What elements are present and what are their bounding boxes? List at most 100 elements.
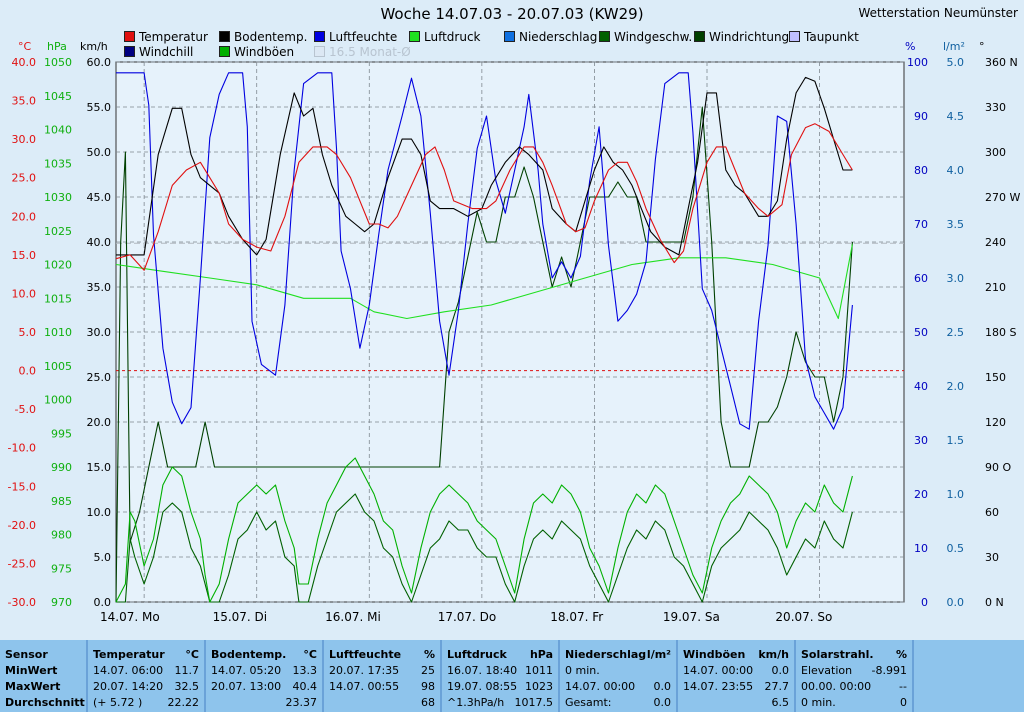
x-tick-label: 15.07. Di	[213, 610, 268, 624]
wind-tick-label: 40.0	[87, 236, 112, 249]
wind-tick-label: 60.0	[87, 56, 112, 69]
direction-tick-label: 150	[985, 371, 1006, 384]
stats-cell-label: 00.00. 00:00	[801, 680, 872, 693]
stats-cell: 23.37	[211, 695, 318, 711]
x-tick-label: 20.07. So	[775, 610, 832, 624]
humidity-tick-label: 90	[914, 110, 928, 123]
stats-cell-label: Bodentemp.	[211, 648, 287, 661]
stats-cell: Gesamt: 0.0	[565, 695, 671, 711]
stats-cell-label: 20.07. 17:35	[329, 664, 400, 677]
legend-swatch	[219, 46, 230, 57]
stats-cell-value: 13.3	[292, 664, 318, 677]
stats-cell-label: (+ 5.72 )	[93, 696, 143, 709]
pressure-tick-label: 1020	[44, 259, 72, 272]
stats-cell: 0 min. 0	[801, 695, 907, 711]
legend-item-windgeschw: Windgeschw.	[599, 30, 692, 44]
wind-tick-label: 45.0	[87, 191, 112, 204]
temp-unit: °C	[18, 40, 32, 53]
wind-unit: km/h	[80, 40, 108, 53]
humidity-tick-label: 60	[914, 272, 928, 285]
direction-tick-label: 180 S	[985, 326, 1016, 339]
legend-swatch	[504, 31, 515, 42]
stats-cell-label: 14.07. 00:00	[565, 680, 636, 693]
wind-tick-label: 55.0	[87, 101, 112, 114]
temp-tick-label: 0.0	[19, 365, 37, 378]
rain-tick-label: 3.5	[947, 218, 965, 231]
direction-unit: °	[979, 40, 985, 53]
stats-cell-value: 25	[421, 664, 435, 677]
stats-cell-value: %	[895, 648, 907, 661]
stats-cell-value: °C	[185, 648, 199, 661]
chart-title: Woche 14.07.03 - 20.07.03 (KW29)	[380, 5, 644, 23]
wind-tick-label: 50.0	[87, 146, 112, 159]
stats-cell-value: 22.22	[167, 696, 200, 709]
rain-tick-label: 2.5	[947, 326, 965, 339]
humidity-tick-label: 20	[914, 488, 928, 501]
temp-tick-label: 25.0	[12, 172, 37, 185]
x-tick-label: 19.07. Sa	[663, 610, 720, 624]
series-line-windrichtung	[115, 106, 853, 603]
stats-cell-label: 14.07. 00:55	[329, 680, 400, 693]
pressure-tick-label: 1025	[44, 225, 72, 238]
legend-item-temperatur: Temperatur	[124, 30, 208, 44]
legend-swatch	[124, 31, 135, 42]
stats-cell-label: 19.07. 08:55	[447, 680, 518, 693]
stats-filler	[914, 640, 1024, 712]
legend-item-niederschlag: Niederschlag	[504, 30, 597, 44]
stats-table: Sensor MinWert MaxWert Durchschnitt Temp…	[0, 640, 1024, 712]
legend-item-bodentemp: Bodentemp.	[219, 30, 307, 44]
humidity-tick-label: 100	[907, 56, 928, 69]
pressure-tick-label: 1050	[44, 56, 72, 69]
temp-tick-label: -10.0	[8, 442, 36, 455]
x-tick-label: 18.07. Fr	[550, 610, 603, 624]
stats-cell: 20.07. 14:20 32.5	[93, 679, 199, 695]
stats-cell: 20.07. 17:35 25	[329, 663, 435, 679]
stats-cell-value: 1017.5	[514, 696, 554, 709]
stats-cell-label: 20.07. 14:20	[93, 680, 164, 693]
pressure-tick-label: 980	[51, 529, 72, 542]
direction-tick-label: 90 O	[985, 461, 1011, 474]
stats-cell: ^1.3hPa/h 1017.5	[447, 695, 553, 711]
stats-cell: 16.07. 18:40 1011	[447, 663, 553, 679]
pressure-tick-label: 1000	[44, 394, 72, 407]
wind-tick-label: 0.0	[94, 596, 112, 609]
stats-cell-label: 0 min.	[565, 664, 600, 677]
temp-tick-label: 15.0	[12, 249, 37, 262]
wind-tick-label: 10.0	[87, 506, 112, 519]
stats-cell-label: Temperatur	[93, 648, 165, 661]
rain-tick-label: 3.0	[947, 272, 965, 285]
stats-cell-label: 14.07. 05:20	[211, 664, 282, 677]
stats-header: Temperatur °C	[93, 647, 199, 663]
wind-tick-label: 15.0	[87, 461, 112, 474]
stats-cell-value: °C	[303, 648, 317, 661]
temp-tick-label: -15.0	[8, 480, 36, 493]
wind-tick-label: 35.0	[87, 281, 112, 294]
series-line-luftdruck	[115, 244, 853, 320]
legend-swatch	[219, 31, 230, 42]
stats-cell-label: 0 min.	[801, 696, 836, 709]
stats-label-max: MaxWert	[5, 680, 61, 693]
rain-tick-label: 5.0	[947, 56, 965, 69]
direction-tick-label: 330	[985, 101, 1006, 114]
stats-cell-label: 20.07. 13:00	[211, 680, 282, 693]
legend-item-taupunkt: Taupunkt	[789, 30, 859, 44]
stats-cell-value: --	[899, 680, 907, 693]
rain-tick-label: 0.5	[947, 542, 965, 555]
series-line-windben	[115, 457, 853, 603]
x-tick-label: 16.07. Mi	[325, 610, 381, 624]
stats-cell: 14.07. 06:00 11.7	[93, 663, 199, 679]
stats-label-min: MinWert	[5, 664, 58, 677]
stats-cell-label: Solarstrahl.	[801, 648, 874, 661]
legend-item-monthly-avg: 16.5 Monat-Ø	[314, 45, 411, 59]
direction-tick-label: 300	[985, 146, 1006, 159]
humidity-tick-label: 50	[914, 326, 928, 339]
legend-item-luftdruck: Luftdruck	[409, 30, 481, 44]
stats-cell: 00.00. 00:00 --	[801, 679, 907, 695]
stats-cell-label: Gesamt:	[565, 696, 612, 709]
pressure-tick-label: 995	[51, 427, 72, 440]
direction-tick-label: 30	[985, 551, 999, 564]
stats-column: Solarstrahl.% Elevation -8.991 00.00. 00:00…	[796, 640, 914, 712]
legend-swatch	[314, 31, 325, 42]
stats-header: Luftfeuchte%	[329, 647, 435, 663]
legend-swatch	[694, 31, 705, 42]
